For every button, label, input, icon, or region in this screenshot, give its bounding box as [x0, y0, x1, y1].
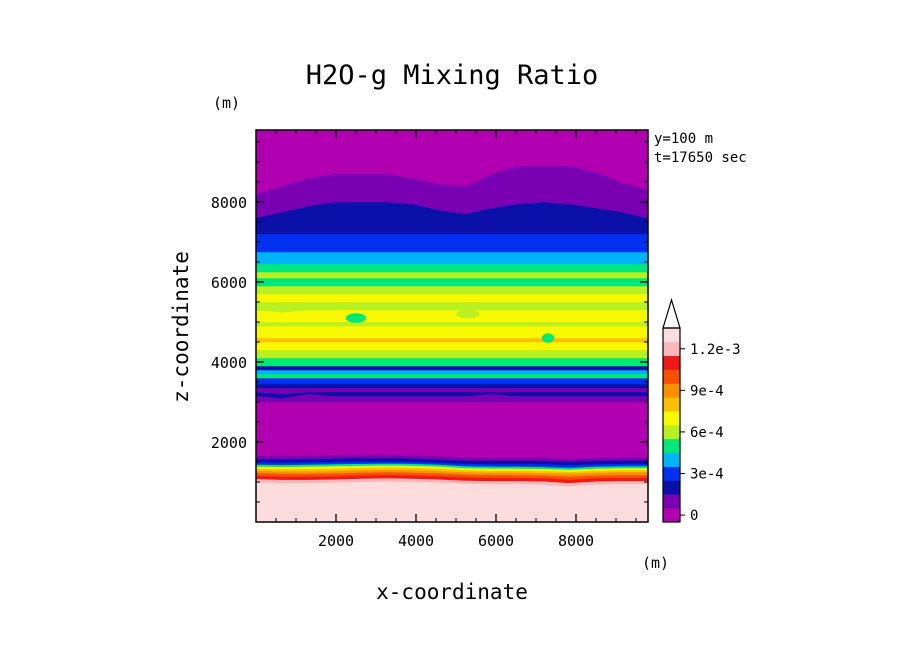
contour-band — [256, 271, 648, 279]
colorbar-swatch — [663, 341, 680, 357]
colorbar-tick-label: 6e-4 — [690, 425, 724, 441]
contour-band — [256, 357, 648, 367]
y-axis-unit: (m) — [213, 94, 240, 112]
colorbar-tick-label: 3e-4 — [690, 467, 724, 483]
y-tick-label: 2000 — [211, 434, 247, 452]
colorbar-swatch — [663, 397, 680, 412]
chart-title: H2O-g Mixing Ratio — [306, 60, 599, 91]
contour-band — [256, 130, 648, 195]
contour-band — [256, 349, 648, 359]
colorbar-tick-label: 0 — [690, 508, 698, 524]
colorbar-swatch — [663, 328, 680, 343]
colorbar-swatch — [663, 452, 680, 467]
colorbar-swatch — [663, 480, 680, 495]
y-tick-label: 8000 — [211, 194, 247, 212]
contour-band — [256, 277, 648, 287]
x-axis-unit: (m) — [642, 554, 669, 572]
colorbar-swatch — [663, 438, 680, 454]
colorbar-swatch — [663, 425, 680, 440]
contour-band — [256, 341, 648, 351]
plot-area — [256, 130, 648, 522]
contour-band — [256, 373, 648, 379]
colorbar-swatch — [663, 494, 680, 509]
contour-band — [256, 251, 648, 265]
colorbar-swatch — [663, 508, 680, 523]
colorbar-swatch — [663, 355, 680, 370]
colorbar-tick-label: 9e-4 — [690, 383, 724, 399]
x-tick-label: 8000 — [558, 532, 594, 550]
y-tick-label: 6000 — [211, 274, 247, 292]
x-tick-label: 4000 — [398, 532, 434, 550]
contour-band — [256, 401, 648, 459]
colorbar-swatch — [663, 466, 680, 481]
contour-blob — [542, 333, 554, 343]
colorbar-swatch — [663, 383, 680, 398]
x-tick-label: 2000 — [318, 532, 354, 550]
contour-band — [256, 285, 648, 295]
contour-band — [256, 369, 648, 375]
x-tick-label: 6000 — [478, 532, 514, 550]
contour-band — [256, 383, 648, 389]
contour-band — [256, 325, 648, 339]
y-axis-label: z-coordinate — [169, 251, 193, 403]
colorbar-frame — [662, 327, 681, 523]
contour-band — [256, 365, 648, 371]
colorbar-tick-label: 1.2e-3 — [690, 342, 741, 358]
contour-band — [256, 233, 648, 253]
plot-frame — [255, 129, 649, 523]
axes: 2000 4000 6000 8000 2000 4000 6000 8000 — [211, 129, 649, 550]
contour-band — [256, 321, 648, 327]
contour-band — [256, 263, 648, 273]
contour-fill — [256, 130, 648, 522]
contour-band — [256, 480, 648, 522]
colorbar-swatch — [663, 411, 680, 426]
colorbar: 0 3e-4 6e-4 9e-4 1.2e-3 — [662, 297, 741, 524]
contour-band — [256, 293, 648, 303]
contour-band — [256, 377, 648, 385]
colorbar-swatch — [663, 369, 680, 384]
contour-band — [256, 309, 648, 323]
contour-blob — [456, 310, 480, 318]
annotation-time: t=17650 sec — [654, 150, 747, 166]
contour-blob — [346, 313, 366, 323]
x-axis-label: x-coordinate — [376, 580, 528, 604]
y-tick-label: 4000 — [211, 354, 247, 372]
colorbar-extend-arrow — [662, 297, 681, 329]
contour-band — [256, 337, 648, 343]
annotation-y-position: y=100 m — [654, 131, 713, 147]
